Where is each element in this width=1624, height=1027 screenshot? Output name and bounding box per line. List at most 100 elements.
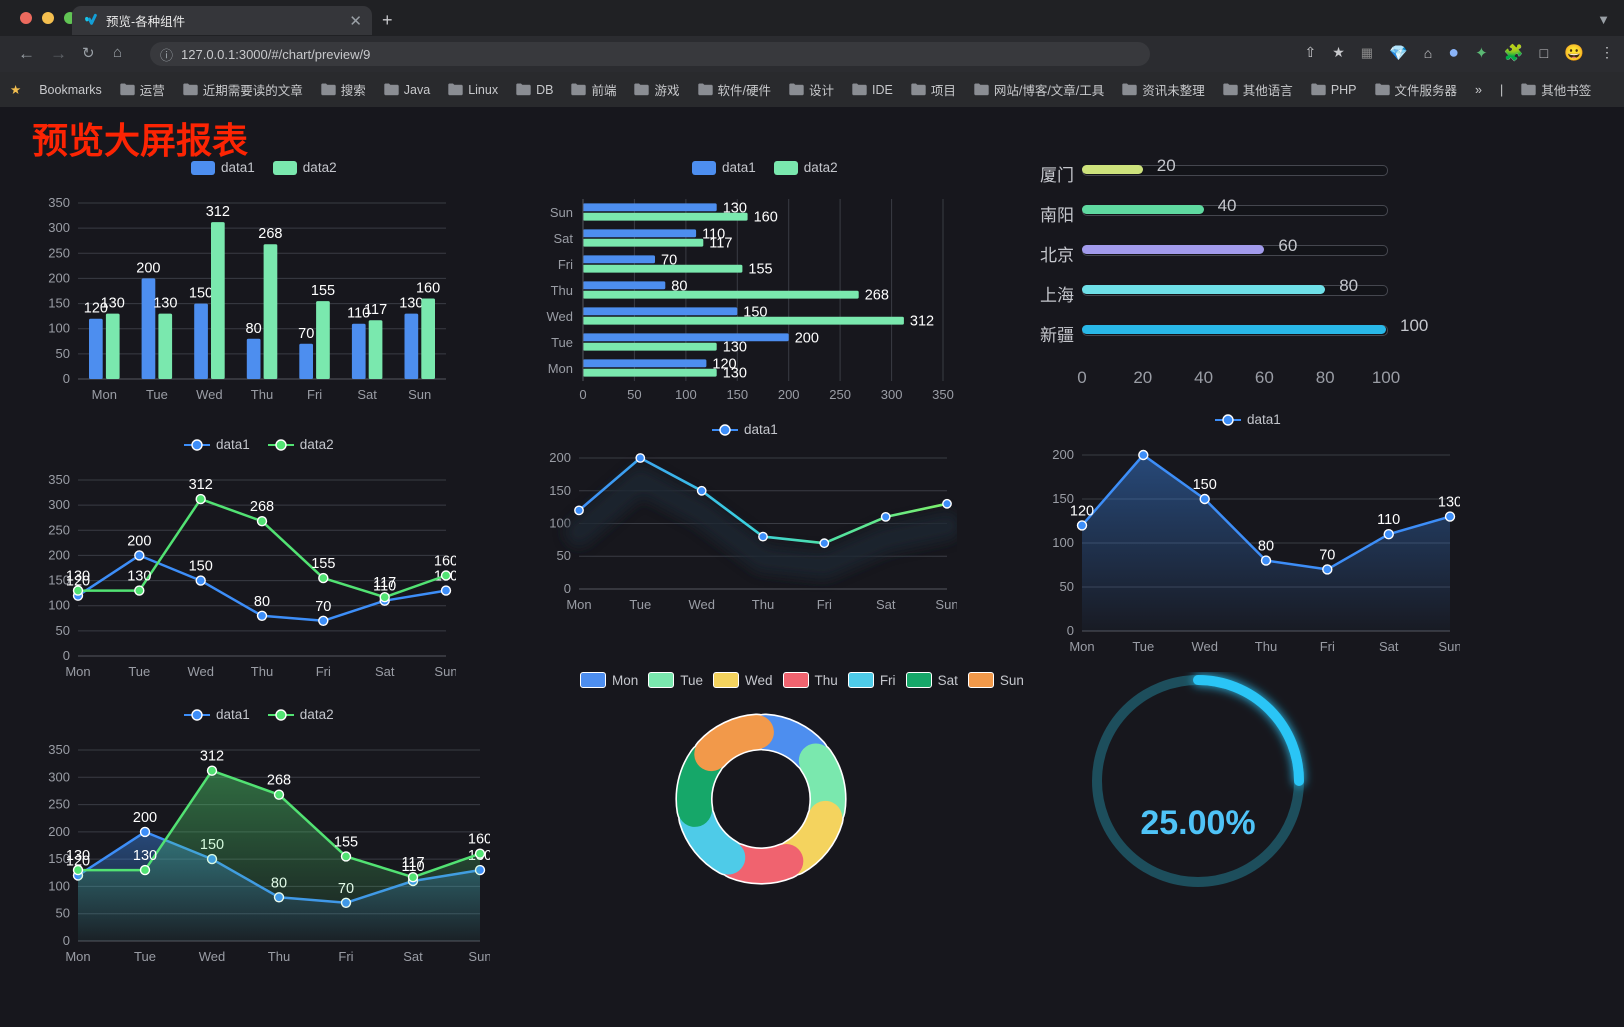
svg-text:0: 0 — [63, 371, 70, 386]
svg-text:300: 300 — [48, 220, 70, 235]
svg-text:Wed: Wed — [547, 309, 574, 324]
svg-text:200: 200 — [48, 824, 70, 839]
svg-text:Sat: Sat — [1379, 639, 1399, 654]
svg-text:Thu: Thu — [1255, 639, 1277, 654]
svg-text:200: 200 — [133, 810, 157, 826]
svg-text:110: 110 — [1377, 512, 1400, 528]
svg-text:Wed: Wed — [1191, 639, 1218, 654]
svg-text:268: 268 — [258, 226, 282, 242]
svg-text:Sun: Sun — [468, 949, 490, 964]
svg-text:Mon: Mon — [92, 387, 117, 402]
svg-text:Sat: Sat — [403, 949, 423, 964]
svg-text:150: 150 — [1193, 477, 1217, 493]
svg-text:155: 155 — [311, 556, 335, 572]
svg-text:Wed: Wed — [688, 597, 715, 612]
svg-text:150: 150 — [549, 483, 571, 498]
svg-text:Sat: Sat — [357, 387, 377, 402]
svg-text:268: 268 — [267, 773, 291, 789]
svg-text:268: 268 — [250, 499, 274, 515]
svg-text:300: 300 — [48, 497, 70, 512]
svg-text:0: 0 — [63, 648, 70, 663]
svg-text:200: 200 — [1052, 447, 1074, 462]
svg-text:150: 150 — [726, 387, 748, 402]
svg-text:Sun: Sun — [935, 597, 957, 612]
svg-text:Thu: Thu — [251, 387, 273, 402]
svg-text:Mon: Mon — [548, 361, 573, 376]
svg-text:130: 130 — [101, 296, 125, 312]
svg-text:130: 130 — [66, 569, 90, 585]
svg-text:Fri: Fri — [338, 949, 353, 964]
svg-text:Wed: Wed — [196, 387, 223, 402]
svg-text:Thu: Thu — [268, 949, 290, 964]
svg-text:200: 200 — [1131, 447, 1155, 449]
svg-text:160: 160 — [434, 554, 456, 570]
svg-text:Sat: Sat — [375, 664, 395, 679]
svg-text:Fri: Fri — [558, 257, 573, 272]
svg-text:Thu: Thu — [551, 283, 573, 298]
svg-text:Fri: Fri — [817, 597, 832, 612]
svg-text:Fri: Fri — [307, 387, 322, 402]
svg-text:Sat: Sat — [553, 231, 573, 246]
svg-text:0: 0 — [63, 933, 70, 948]
svg-text:312: 312 — [200, 749, 224, 765]
svg-text:155: 155 — [334, 834, 358, 850]
svg-text:312: 312 — [910, 314, 934, 330]
svg-text:0: 0 — [579, 387, 586, 402]
svg-text:50: 50 — [56, 346, 70, 361]
svg-text:Fri: Fri — [316, 664, 331, 679]
svg-text:Sun: Sun — [1438, 639, 1460, 654]
svg-text:130: 130 — [1438, 495, 1460, 511]
svg-text:268: 268 — [865, 288, 889, 304]
svg-text:200: 200 — [48, 270, 70, 285]
svg-text:200: 200 — [778, 387, 800, 402]
svg-text:350: 350 — [48, 472, 70, 487]
svg-text:50: 50 — [56, 906, 70, 921]
svg-text:312: 312 — [206, 204, 230, 220]
svg-text:80: 80 — [246, 321, 262, 337]
svg-text:Tue: Tue — [134, 949, 156, 964]
svg-text:160: 160 — [416, 281, 440, 297]
svg-text:155: 155 — [311, 283, 335, 299]
svg-text:100: 100 — [48, 598, 70, 613]
svg-text:200: 200 — [48, 547, 70, 562]
svg-text:130: 130 — [133, 848, 157, 864]
svg-text:160: 160 — [754, 210, 778, 226]
svg-text:80: 80 — [254, 594, 270, 610]
svg-text:200: 200 — [795, 330, 819, 346]
svg-text:130: 130 — [399, 296, 423, 312]
svg-text:Mon: Mon — [65, 949, 90, 964]
svg-text:350: 350 — [48, 195, 70, 210]
svg-text:Thu: Thu — [251, 664, 273, 679]
svg-text:Sat: Sat — [876, 597, 896, 612]
svg-text:Mon: Mon — [566, 597, 591, 612]
svg-text:117: 117 — [364, 302, 387, 318]
svg-text:200: 200 — [127, 533, 151, 549]
svg-text:Tue: Tue — [629, 597, 651, 612]
svg-text:Tue: Tue — [146, 387, 168, 402]
svg-text:350: 350 — [932, 387, 954, 402]
svg-text:80: 80 — [1258, 539, 1274, 555]
svg-text:70: 70 — [315, 599, 331, 615]
svg-text:130: 130 — [153, 296, 177, 312]
svg-text:117: 117 — [401, 855, 424, 871]
svg-text:50: 50 — [627, 387, 641, 402]
svg-text:160: 160 — [468, 832, 490, 848]
svg-text:50: 50 — [557, 548, 571, 563]
svg-text:Thu: Thu — [752, 597, 774, 612]
svg-text:50: 50 — [1060, 579, 1074, 594]
svg-text:130: 130 — [127, 569, 151, 585]
svg-text:Sun: Sun — [434, 664, 456, 679]
svg-text:117: 117 — [709, 236, 732, 252]
svg-text:Mon: Mon — [65, 664, 90, 679]
svg-text:117: 117 — [373, 575, 396, 591]
svg-text:Tue: Tue — [551, 335, 573, 350]
svg-text:Tue: Tue — [1132, 639, 1154, 654]
svg-text:Wed: Wed — [199, 949, 226, 964]
svg-text:150: 150 — [48, 296, 70, 311]
svg-text:200: 200 — [549, 450, 571, 465]
svg-text:250: 250 — [829, 387, 851, 402]
svg-text:100: 100 — [1052, 535, 1074, 550]
svg-text:0: 0 — [1067, 623, 1074, 638]
svg-text:100: 100 — [48, 878, 70, 893]
svg-text:50: 50 — [56, 623, 70, 638]
